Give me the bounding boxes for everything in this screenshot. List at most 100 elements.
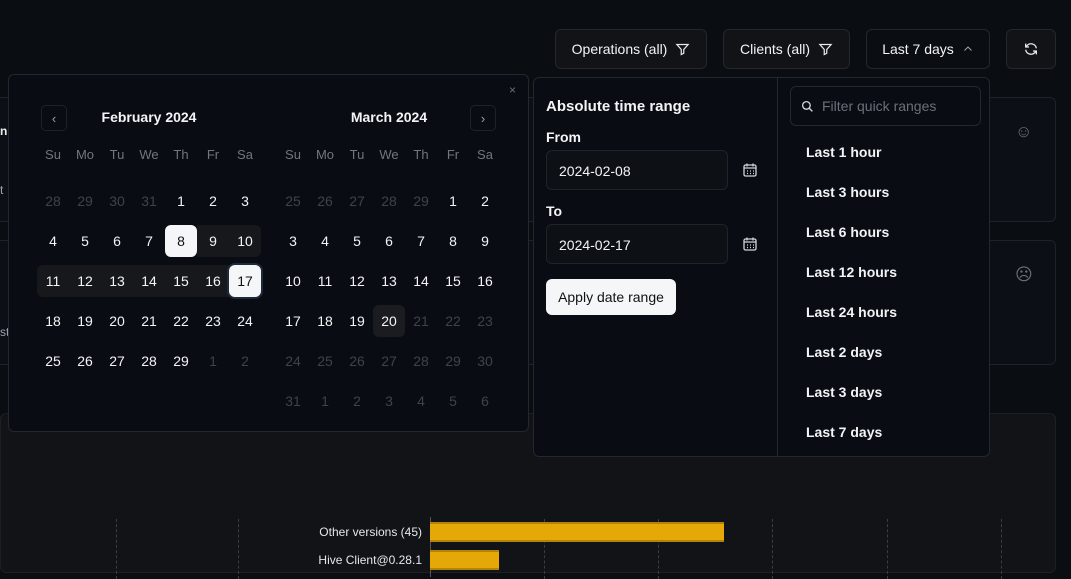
calendar-day[interactable]: 24 xyxy=(237,313,253,329)
quick-range-item[interactable]: Last 7 days xyxy=(806,424,883,440)
calendar-day[interactable]: 7 xyxy=(145,233,153,249)
calendar-day[interactable]: 16 xyxy=(197,265,229,297)
prev-month-button[interactable]: ‹ xyxy=(41,105,67,131)
calendar-day[interactable]: 19 xyxy=(77,313,93,329)
calendar-day[interactable]: 20 xyxy=(109,313,125,329)
calendar-day[interactable]: 9 xyxy=(197,225,229,257)
calendar-day[interactable]: 10 xyxy=(285,273,301,289)
calendar-day[interactable]: 25 xyxy=(317,353,333,369)
calendar-day[interactable]: 3 xyxy=(289,233,297,249)
to-date-input[interactable]: 2024-02-17 xyxy=(546,224,728,264)
calendar-day[interactable]: 17 xyxy=(285,313,301,329)
calendar-day[interactable]: 30 xyxy=(477,353,493,369)
calendar-day[interactable]: 22 xyxy=(445,313,461,329)
calendar-day[interactable]: 13 xyxy=(381,273,397,289)
calendar-day[interactable]: 7 xyxy=(417,233,425,249)
calendar-day[interactable]: 20 xyxy=(373,305,405,337)
calendar-day[interactable]: 15 xyxy=(165,265,197,297)
calendar-day[interactable]: 8 xyxy=(165,225,197,257)
calendar-day[interactable]: 28 xyxy=(45,193,61,209)
bar-other-versions[interactable] xyxy=(430,522,724,542)
calendar-day[interactable]: 1 xyxy=(209,353,217,369)
calendar-day[interactable]: 29 xyxy=(77,193,93,209)
calendar-day[interactable]: 16 xyxy=(477,273,493,289)
calendar-day[interactable]: 26 xyxy=(317,193,333,209)
calendar-day[interactable]: 11 xyxy=(317,273,333,289)
calendar-day[interactable]: 17 xyxy=(229,265,261,297)
from-date-input[interactable]: 2024-02-08 xyxy=(546,150,728,190)
calendar-day[interactable]: 21 xyxy=(413,313,429,329)
calendar-day[interactable]: 14 xyxy=(133,265,165,297)
calendar-day[interactable]: 29 xyxy=(173,353,189,369)
calendar-day[interactable]: 12 xyxy=(69,265,101,297)
calendar-day[interactable]: 18 xyxy=(45,313,61,329)
calendar-day[interactable]: 29 xyxy=(445,353,461,369)
close-icon[interactable]: × xyxy=(508,83,516,97)
calendar-day[interactable]: 1 xyxy=(449,193,457,209)
quick-range-item[interactable]: Last 1 hour xyxy=(806,144,882,160)
calendar-day[interactable]: 28 xyxy=(141,353,157,369)
calendar-icon[interactable] xyxy=(742,236,758,252)
calendar-day[interactable]: 28 xyxy=(381,193,397,209)
calendar-day[interactable]: 15 xyxy=(445,273,461,289)
calendar-day[interactable]: 11 xyxy=(37,265,69,297)
calendar-day[interactable]: 27 xyxy=(109,353,125,369)
calendar-icon[interactable] xyxy=(742,162,758,178)
time-range-button[interactable]: Last 7 days xyxy=(866,29,990,69)
apply-date-range-button[interactable]: Apply date range xyxy=(546,279,676,315)
calendar-day[interactable]: 21 xyxy=(141,313,157,329)
calendar-day[interactable]: 23 xyxy=(477,313,493,329)
refresh-button[interactable] xyxy=(1006,29,1056,69)
quick-range-search-input[interactable]: Filter quick ranges xyxy=(790,86,981,126)
calendar-day[interactable]: 1 xyxy=(321,393,329,409)
calendar-day[interactable]: 31 xyxy=(141,193,157,209)
calendar-day[interactable]: 6 xyxy=(113,233,121,249)
calendar-day[interactable]: 23 xyxy=(205,313,221,329)
quick-range-item[interactable]: Last 3 days xyxy=(806,384,883,400)
calendar-day[interactable]: 8 xyxy=(449,233,457,249)
calendar-day[interactable]: 2 xyxy=(209,193,217,209)
calendar-day[interactable]: 14 xyxy=(413,273,429,289)
calendar-day[interactable]: 27 xyxy=(381,353,397,369)
calendar-day[interactable]: 10 xyxy=(229,225,261,257)
calendar-day[interactable]: 13 xyxy=(101,265,133,297)
calendar-day[interactable]: 3 xyxy=(385,393,393,409)
calendar-day[interactable]: 3 xyxy=(241,193,249,209)
calendar-day[interactable]: 26 xyxy=(77,353,93,369)
calendar-day[interactable]: 4 xyxy=(417,393,425,409)
calendar-day[interactable]: 25 xyxy=(285,193,301,209)
calendar-day[interactable]: 1 xyxy=(177,193,185,209)
calendar-day[interactable]: 6 xyxy=(385,233,393,249)
calendar-day[interactable]: 2 xyxy=(353,393,361,409)
calendar-day[interactable]: 5 xyxy=(81,233,89,249)
calendar-day[interactable]: 5 xyxy=(449,393,457,409)
calendar-day[interactable]: 27 xyxy=(349,193,365,209)
calendar-day[interactable]: 28 xyxy=(413,353,429,369)
calendar-day[interactable]: 29 xyxy=(413,193,429,209)
calendar-day[interactable]: 4 xyxy=(49,233,57,249)
calendar-day[interactable]: 25 xyxy=(45,353,61,369)
calendar-day[interactable]: 19 xyxy=(349,313,365,329)
operations-filter-button[interactable]: Operations (all) xyxy=(555,29,707,69)
calendar-day[interactable]: 2 xyxy=(481,193,489,209)
quick-range-item[interactable]: Last 6 hours xyxy=(806,224,890,240)
bar-hive-client[interactable] xyxy=(430,550,499,570)
calendar-day[interactable]: 4 xyxy=(321,233,329,249)
calendar-day[interactable]: 18 xyxy=(317,313,333,329)
calendar-day[interactable]: 31 xyxy=(285,393,301,409)
calendar-day[interactable]: 26 xyxy=(349,353,365,369)
quick-range-item[interactable]: Last 3 hours xyxy=(806,184,890,200)
quick-range-item[interactable]: Last 12 hours xyxy=(806,264,898,280)
calendar-day[interactable]: 6 xyxy=(481,393,489,409)
quick-range-item[interactable]: Last 2 days xyxy=(806,344,883,360)
calendar-day[interactable]: 22 xyxy=(173,313,189,329)
calendar-day[interactable]: 2 xyxy=(241,353,249,369)
calendar-day[interactable]: 5 xyxy=(353,233,361,249)
calendar-day[interactable]: 24 xyxy=(285,353,301,369)
calendar-day[interactable]: 9 xyxy=(481,233,489,249)
calendar-day[interactable]: 12 xyxy=(349,273,365,289)
clients-filter-button[interactable]: Clients (all) xyxy=(723,29,850,69)
calendar-day[interactable]: 30 xyxy=(109,193,125,209)
quick-range-item[interactable]: Last 24 hours xyxy=(806,304,898,320)
next-month-button[interactable]: › xyxy=(470,105,496,131)
